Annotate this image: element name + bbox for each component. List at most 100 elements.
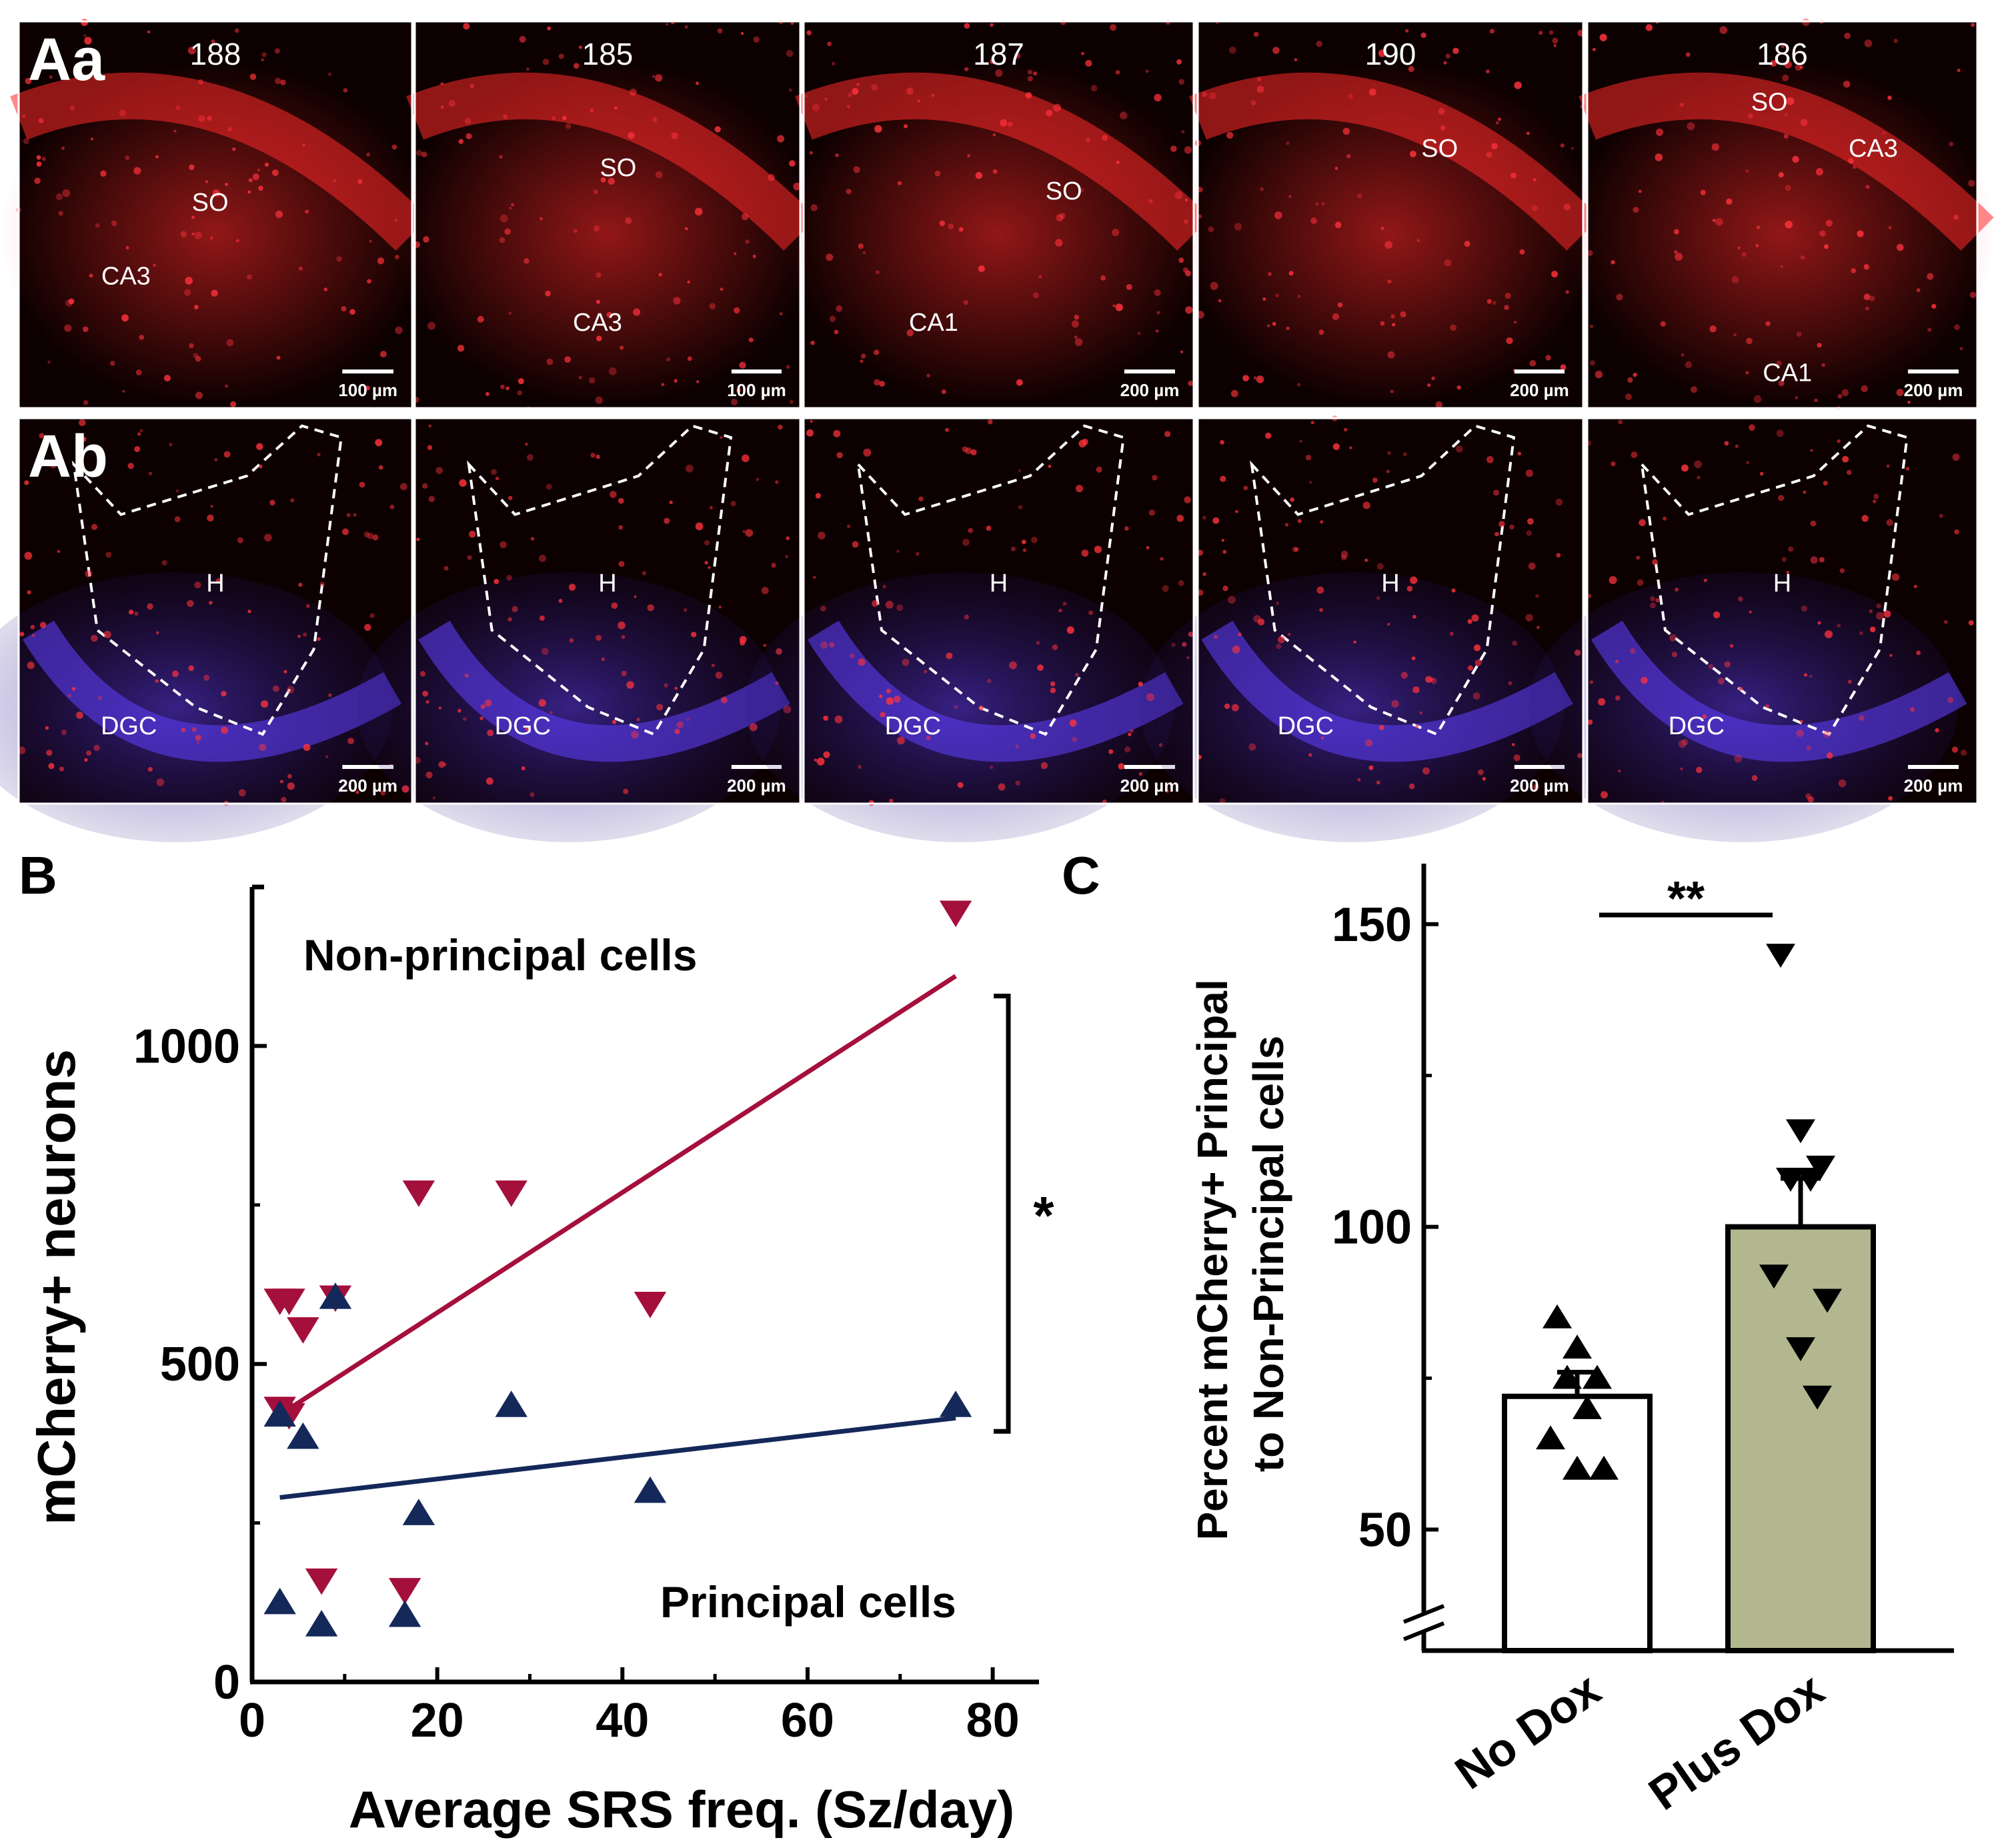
- labeled-cell: [1287, 632, 1291, 636]
- labeled-cell: [1069, 719, 1077, 727]
- labeled-cell: [1222, 550, 1227, 554]
- labeled-cell: [852, 541, 859, 548]
- labeled-cell: [1178, 580, 1184, 586]
- labeled-cell: [1681, 739, 1689, 746]
- labeled-cell: [1848, 157, 1854, 164]
- blue-fluorescence-glow: [357, 572, 782, 842]
- labeled-cell: [1891, 573, 1900, 582]
- labeled-cell: [1759, 472, 1764, 476]
- labeled-cell: [1806, 745, 1812, 751]
- labeled-cell: [155, 631, 159, 635]
- labeled-cell: [139, 429, 143, 433]
- labeled-cell: [1778, 172, 1784, 178]
- labeled-cell: [1671, 652, 1678, 658]
- micrograph-panel-b-3: H DGC 200 µm: [745, 418, 1194, 842]
- region-label-so: SO: [192, 189, 229, 217]
- labeled-cell: [1155, 329, 1159, 333]
- labeled-cell: [1472, 692, 1480, 700]
- labeled-cell: [578, 375, 582, 379]
- labeled-cell: [458, 139, 464, 144]
- labeled-cell: [858, 243, 864, 249]
- labeled-cell: [1719, 26, 1728, 34]
- labeled-cell: [172, 670, 179, 678]
- labeled-cell: [508, 311, 512, 315]
- labeled-cell: [998, 783, 1006, 791]
- labeled-cell: [596, 299, 601, 304]
- labeled-cell: [380, 790, 385, 796]
- labeled-cell: [962, 538, 970, 546]
- labeled-cell: [1357, 193, 1362, 199]
- labeled-cell: [1494, 532, 1499, 537]
- labeled-cell: [1511, 172, 1517, 179]
- labeled-cell: [810, 340, 815, 345]
- labeled-cell: [1652, 559, 1658, 566]
- labeled-cell: [1927, 327, 1932, 332]
- labeled-cell: [422, 483, 428, 489]
- labeled-cell: [1821, 363, 1825, 367]
- labeled-cell: [745, 239, 750, 244]
- labeled-cell: [734, 252, 737, 255]
- labeled-cell: [58, 211, 63, 216]
- scale-bar: [1907, 369, 1959, 373]
- labeled-cell: [1294, 547, 1299, 552]
- labeled-cell: [853, 166, 860, 173]
- data-point-no-dox: [1563, 1334, 1592, 1359]
- labeled-cell: [902, 658, 910, 666]
- labeled-cell: [1916, 650, 1921, 656]
- labeled-cell: [1863, 293, 1871, 301]
- labeled-cell: [519, 35, 526, 43]
- micrograph-panel-a-4: 190 SO 200 µm: [1178, 21, 1603, 409]
- panel-c-bar-chart: C 50 100 150 No Dox Plus Dox ** Percent mChe…: [1062, 846, 1954, 1820]
- labeled-cell: [1792, 155, 1799, 163]
- labeled-cell: [440, 105, 444, 109]
- labeled-cell: [618, 498, 624, 504]
- labeled-cell: [1165, 789, 1170, 794]
- labeled-cell: [990, 765, 994, 770]
- micrograph-panel-a-1: 188 SO CA3 100 µm Aa: [0, 19, 432, 408]
- labeled-cell: [652, 75, 656, 78]
- labeled-cell: [1509, 524, 1515, 530]
- labeled-cell: [264, 162, 269, 167]
- labeled-cell: [379, 351, 387, 358]
- region-label-so: SO: [1751, 88, 1788, 116]
- labeled-cell: [1074, 335, 1078, 339]
- region-label-dgc: DGC: [101, 712, 157, 740]
- labeled-cell: [1174, 191, 1183, 199]
- labeled-cell: [1968, 620, 1974, 626]
- labeled-cell: [305, 209, 309, 214]
- labeled-cell: [427, 321, 435, 330]
- labeled-cell: [1513, 754, 1521, 762]
- labeled-cell: [1116, 160, 1120, 165]
- labeled-cell: [328, 693, 332, 698]
- labeled-cell: [1403, 452, 1407, 456]
- labeled-cell: [656, 704, 664, 711]
- labeled-cell: [815, 493, 822, 499]
- labeled-cell: [1795, 64, 1802, 71]
- labeled-cell: [1486, 455, 1494, 464]
- panel-border: [802, 417, 1195, 805]
- y-tick-label: 500: [160, 1338, 240, 1391]
- labeled-cell: [684, 227, 688, 231]
- labeled-cell: [1310, 217, 1317, 224]
- labeled-cell: [875, 270, 880, 275]
- labeled-cell: [1425, 676, 1432, 683]
- labeled-cell: [134, 445, 141, 452]
- labeled-cell: [1253, 376, 1257, 379]
- labeled-cell: [1837, 624, 1841, 628]
- labeled-cell: [1485, 69, 1490, 73]
- labeled-cell: [1030, 733, 1036, 739]
- panel-c-marks: [1502, 912, 1876, 1654]
- labeled-cell: [193, 305, 199, 309]
- labeled-cell: [1321, 736, 1324, 740]
- labeled-cell: [1075, 484, 1084, 493]
- labeled-cell: [95, 223, 100, 228]
- labeled-cell: [76, 711, 83, 719]
- labeled-cell: [539, 615, 545, 621]
- labeled-cell: [378, 465, 383, 470]
- labeled-cell: [886, 697, 894, 705]
- labeled-cell: [642, 571, 647, 576]
- labeled-cell: [1050, 688, 1056, 694]
- scale-bar: [342, 765, 393, 769]
- labeled-cell: [1188, 380, 1194, 386]
- labeled-cell: [493, 579, 500, 584]
